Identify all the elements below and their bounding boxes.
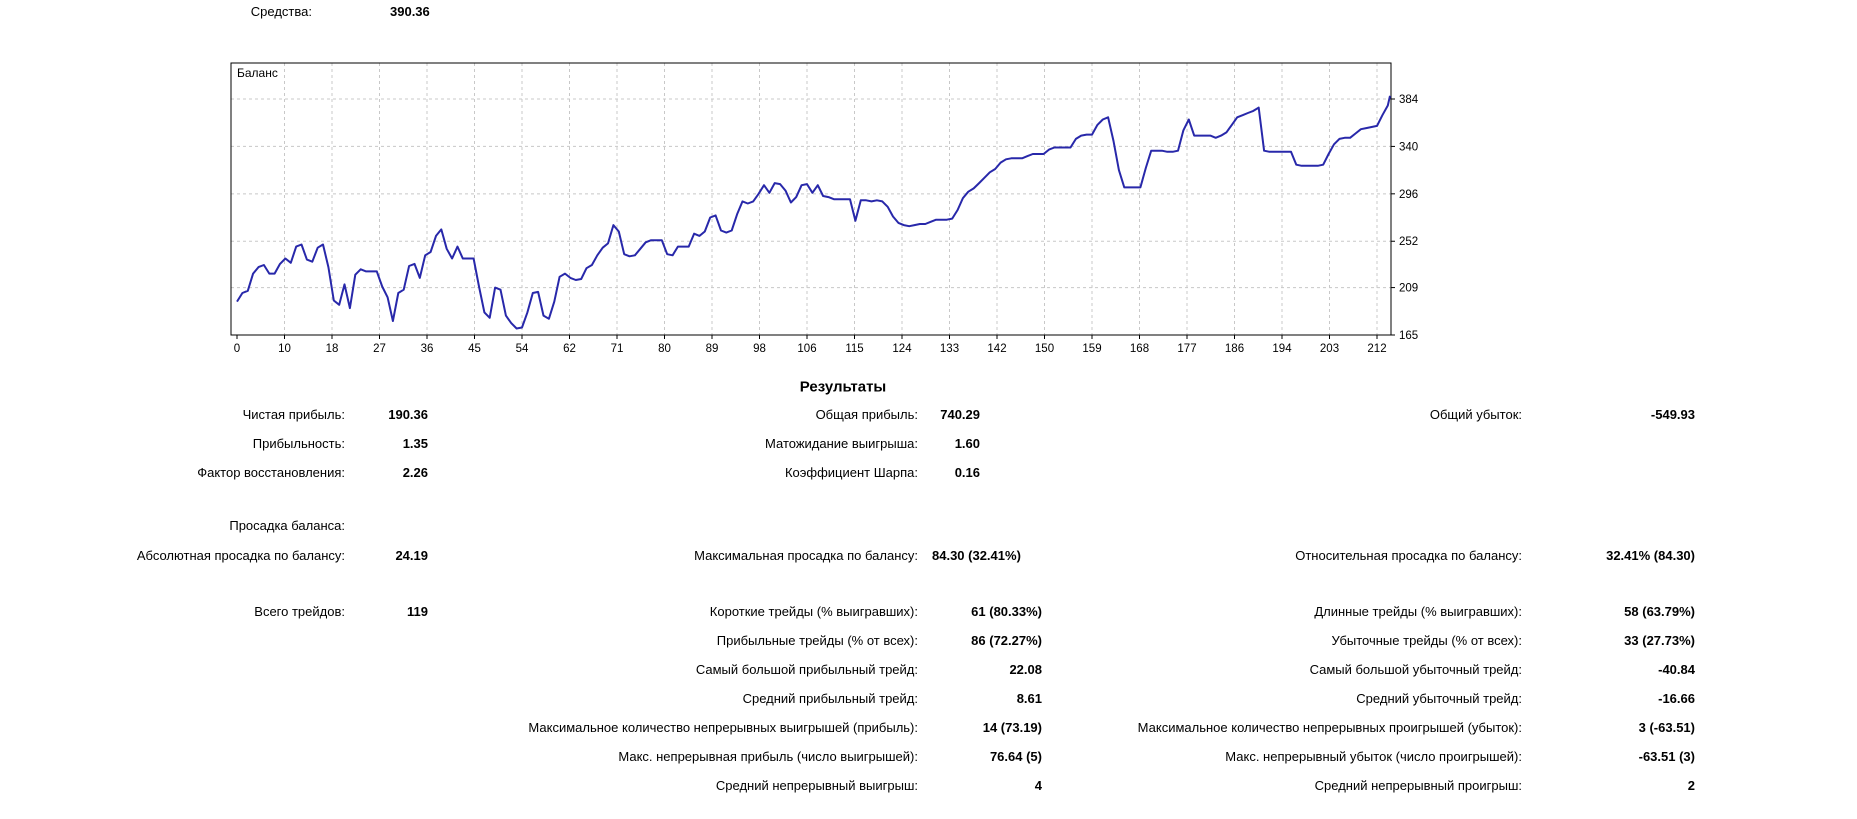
x-tick-label: 212: [1367, 343, 1386, 355]
stat-label: Относительная просадка по балансу:: [1295, 548, 1522, 563]
stat-value: 8.61: [1016, 691, 1042, 706]
stat-label: Чистая прибыль:: [242, 407, 345, 422]
x-tick-label: 89: [706, 343, 719, 355]
stat-value: 22.08: [1009, 662, 1042, 677]
stat-value: 190.36: [388, 407, 428, 422]
stat-value: 24.19: [395, 548, 428, 563]
stat-label: Средний непрерывный выигрыш:: [715, 778, 918, 793]
y-tick-label: 296: [1399, 189, 1418, 201]
x-tick-label: 194: [1272, 343, 1292, 355]
stat-value: 76.64 (5): [989, 749, 1042, 764]
x-tick-label: 54: [516, 343, 529, 355]
x-tick-label: 168: [1130, 343, 1149, 355]
stat-label: Всего трейдов:: [254, 604, 345, 619]
stat-value: 4: [1034, 778, 1042, 793]
chart-legend-balance: Баланс: [237, 66, 278, 80]
x-tick-label: 115: [845, 343, 863, 355]
x-tick-label: 80: [658, 343, 671, 355]
stat-value: 0.16: [954, 465, 980, 480]
stat-label: Длинные трейды (% выигравших):: [1314, 604, 1522, 619]
stat-label: Короткие трейды (% выигравших):: [709, 604, 918, 619]
stat-label: Самый большой убыточный трейд:: [1309, 662, 1522, 677]
stat-value: 86 (72.27%): [971, 633, 1042, 648]
stat-label: Прибыльные трейды (% от всех):: [716, 633, 918, 648]
y-tick-label: 209: [1399, 283, 1418, 295]
y-tick-label: 384: [1399, 94, 1419, 106]
stat-value: 58 (63.79%): [1624, 604, 1695, 619]
stat-label: Максимальная просадка по балансу:: [694, 548, 918, 563]
stat-value: 3 (-63.51): [1638, 720, 1695, 735]
x-tick-label: 45: [468, 343, 481, 355]
stat-label: Коэффициент Шарпа:: [784, 465, 918, 480]
balance-chart: 0 10 18 27 36 45 54 62 71 80 89 98 106 115 124 133 142 15…: [230, 62, 1419, 355]
stat-value: 14 (73.19): [982, 720, 1042, 735]
chart-frame: [230, 62, 1392, 336]
x-tick-label: 203: [1320, 343, 1339, 355]
stat-label: Общая прибыль:: [815, 407, 918, 422]
stat-value: 32.41% (84.30): [1606, 548, 1695, 563]
stat-label: Максимальное количество непрерывных выиг…: [528, 720, 918, 735]
x-tick-label: 133: [940, 343, 959, 355]
x-tick-label: 62: [563, 343, 576, 355]
stat-label: Средний убыточный трейд:: [1356, 691, 1522, 706]
results-heading: Результаты: [799, 378, 887, 396]
stat-label: Убыточные трейды (% от всех):: [1331, 633, 1522, 648]
stat-label: Прибыльность:: [252, 436, 345, 451]
stat-label: Самый большой прибыльный трейд:: [695, 662, 918, 677]
stat-label: Фактор восстановления:: [197, 465, 345, 480]
stat-label: Макс. непрерывная прибыль (число выигрыш…: [618, 749, 918, 764]
x-tick-label: 18: [326, 343, 339, 355]
stat-label: Средний непрерывный проигрыш:: [1314, 778, 1522, 793]
stat-label: Макс. непрерывный убыток (число проигрыш…: [1225, 749, 1522, 764]
stat-value: -63.51 (3): [1638, 749, 1695, 764]
stat-value: 33 (27.73%): [1624, 633, 1695, 648]
funds-label: Средства:: [250, 4, 312, 19]
x-tick-label: 36: [421, 343, 434, 355]
x-tick-label: 27: [373, 343, 386, 355]
stat-value: -40.84: [1658, 662, 1695, 677]
x-tick-label: 124: [892, 343, 912, 355]
y-tick-label: 165: [1399, 330, 1418, 342]
x-tick-label: 142: [987, 343, 1006, 355]
stat-value: 1.35: [402, 436, 428, 451]
stat-label: Максимальное количество непрерывных прои…: [1137, 720, 1522, 735]
x-tick-label: 150: [1035, 343, 1054, 355]
x-tick-label: 71: [611, 343, 624, 355]
stat-label: Матожидание выигрыша:: [765, 436, 918, 451]
x-tick-label: 159: [1082, 343, 1101, 355]
stat-label: Просадка баланса:: [229, 518, 345, 533]
stat-label: Средний прибыльный трейд:: [742, 691, 918, 706]
funds-value: 390.36: [390, 4, 430, 19]
x-tick-label: 10: [278, 343, 291, 355]
stat-value: 2.26: [402, 465, 428, 480]
stat-value: 119: [407, 604, 428, 619]
balance-line: [236, 95, 1391, 330]
stat-label: Общий убыток:: [1429, 407, 1522, 422]
stat-value: 740.29: [940, 407, 980, 422]
x-tick-label: 106: [797, 343, 816, 355]
y-tick-label: 340: [1399, 141, 1418, 153]
x-tick-label: 98: [753, 343, 766, 355]
stat-value: -16.66: [1658, 691, 1695, 706]
stat-value: 84.30 (32.41%): [932, 548, 1021, 563]
x-tick-label: 186: [1225, 343, 1244, 355]
x-tick-label: 0: [234, 343, 240, 355]
x-tick-label: 177: [1177, 343, 1196, 355]
stat-value: 2: [1687, 778, 1695, 793]
stat-value: -549.93: [1650, 407, 1695, 422]
stat-value: 61 (80.33%): [971, 604, 1042, 619]
stat-value: 1.60: [954, 436, 980, 451]
stat-label: Абсолютная просадка по балансу:: [136, 548, 345, 563]
y-tick-label: 252: [1399, 236, 1418, 248]
